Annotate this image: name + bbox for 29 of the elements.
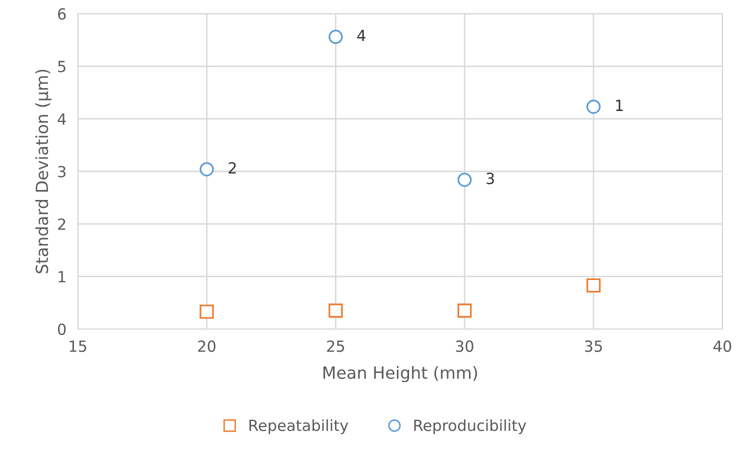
x-tick-label: 40 [714,340,732,352]
y-axis-title: Standard Deviation (µm) [35,70,52,274]
y-tick-label: 1 [58,271,66,282]
legend-label: Reproducibility [414,419,526,434]
y-tick-label: 0 [58,324,66,336]
annotation: 2 [228,162,236,174]
point [586,100,601,114]
x-tick-label: 35 [584,340,602,352]
annotation: 4 [357,30,366,42]
x-axis-title: Mean Height (mm) [323,366,477,382]
x-tick-label: 15 [70,340,86,352]
x-tick-label: 30 [456,340,474,352]
x-tick-label: 25 [327,340,344,352]
point [200,304,214,319]
x-tick-label: 20 [198,340,216,352]
point [586,278,601,293]
point [458,304,472,318]
point [458,172,472,187]
annotation: 3 [486,172,494,184]
point [328,30,343,44]
y-tick-label: 4 [58,113,66,125]
y-tick-label: 6 [58,8,66,20]
legend-label: Repeatability [250,419,348,434]
y-tick-label: 5 [58,60,66,72]
annotation: 1 [616,100,623,111]
point [200,162,214,176]
y-tick-label: 2 [58,218,66,230]
y-tick-label: 3 [58,166,66,178]
point [328,304,343,318]
